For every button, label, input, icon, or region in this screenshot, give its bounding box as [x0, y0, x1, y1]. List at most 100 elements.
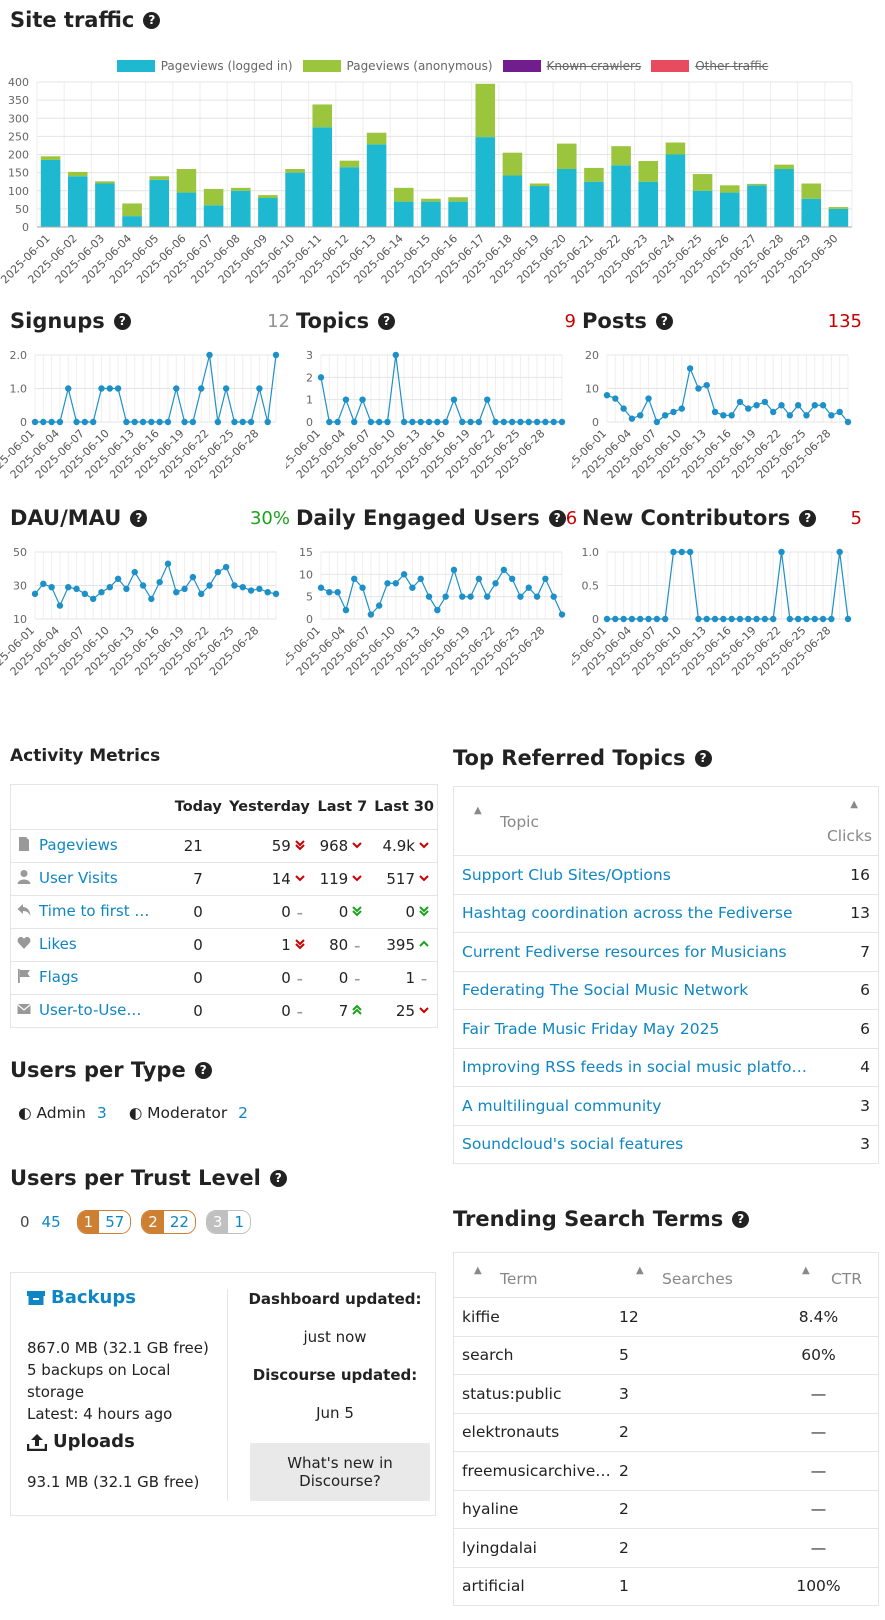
help-icon[interactable]: ? [655, 312, 673, 330]
backups-link[interactable]: Backups [27, 1287, 136, 1308]
metric-link[interactable]: Pageviews [39, 835, 118, 854]
mini-chart-title[interactable]: Posts [582, 309, 647, 333]
discourse-updated-label: Discourse updated: [252, 1366, 418, 1384]
data-point [695, 385, 702, 392]
help-icon[interactable]: ? [694, 749, 712, 767]
help-icon[interactable]: ? [194, 1061, 212, 1079]
metric-link[interactable]: User Visits [39, 868, 118, 887]
mini-chart-title[interactable]: DAU/MAU [10, 506, 122, 530]
user-type-admin[interactable]: ◐ Admin 3 [18, 1104, 107, 1122]
legend-item[interactable]: Pageviews (anonymous) [302, 59, 493, 73]
whats-new-button[interactable]: What's new in Discourse? [250, 1443, 430, 1501]
bar-segment [40, 159, 61, 227]
mini-chart-title[interactable]: Topics [296, 309, 370, 333]
data-point [550, 593, 557, 600]
data-point [206, 351, 213, 359]
trending-header: ▲ Term ▲ Searches ▲ CTR [454, 1253, 878, 1297]
search-term[interactable]: lyingdalai [462, 1538, 537, 1557]
sort-icon[interactable]: ▲ [474, 1265, 482, 1276]
data-point [342, 606, 350, 614]
help-icon[interactable]: ? [130, 509, 148, 527]
metric-link[interactable]: Flags [39, 967, 79, 986]
help-icon[interactable]: ? [143, 11, 161, 29]
trust-level-3[interactable]: 3 1 [205, 1210, 252, 1234]
referred-topic-link[interactable]: Improving RSS feeds in social music plat… [462, 1058, 812, 1077]
data-point [392, 580, 399, 587]
help-icon[interactable]: ? [799, 509, 817, 527]
trend-flat-icon: – [296, 905, 303, 920]
mini-chart-title[interactable]: Daily Engaged Users [296, 506, 540, 530]
trust-level-0[interactable]: 0 45 [14, 1210, 67, 1234]
search-term[interactable]: kiffie [462, 1307, 500, 1326]
trust-level-1[interactable]: 1 57 [76, 1210, 132, 1234]
data-point [803, 615, 810, 623]
referred-topic-link[interactable]: Current Fediverse resources for Musician… [462, 942, 787, 961]
data-point [425, 593, 433, 600]
col-topic[interactable]: Topic [500, 813, 539, 831]
referred-topic-link[interactable]: Federating The Social Music Network [462, 981, 749, 1000]
search-ctr: — [810, 1500, 827, 1519]
search-term[interactable]: elektronauts [462, 1423, 560, 1442]
legend-swatch [302, 60, 341, 72]
help-icon[interactable]: ? [548, 509, 566, 527]
mini-chart-heading: Signups? [10, 309, 131, 333]
sort-icon[interactable]: ▲ [802, 1265, 810, 1276]
bar-segment [149, 176, 170, 180]
help-icon[interactable]: ? [378, 312, 396, 330]
mini-chart-title[interactable]: New Contributors [582, 506, 791, 530]
bar-segment [611, 146, 631, 166]
bar-segment [366, 144, 387, 227]
data-point [670, 408, 677, 416]
referred-topic-link[interactable]: Support Club Sites/Options [462, 865, 671, 884]
metric-link[interactable]: Likes [39, 934, 77, 953]
help-icon[interactable]: ? [113, 312, 131, 330]
data-point [98, 385, 105, 392]
data-point [247, 418, 255, 426]
data-point [819, 402, 827, 409]
col-term[interactable]: Term [500, 1270, 538, 1288]
metric-link[interactable]: User-to-Use… [39, 1000, 142, 1019]
search-term[interactable]: hyaline [462, 1500, 519, 1519]
referred-topic-link[interactable]: Hashtag coordination across the Fedivers… [462, 904, 793, 923]
data-point [375, 418, 383, 426]
data-point [533, 593, 541, 600]
sort-icon[interactable]: ▲ [850, 799, 858, 810]
shield-icon: ◐ [18, 1104, 32, 1122]
bar-segment [230, 187, 251, 191]
data-point [206, 582, 213, 589]
data-point [661, 615, 669, 623]
sort-icon[interactable]: ▲ [636, 1265, 644, 1276]
sort-icon[interactable]: ▲ [474, 805, 482, 816]
metric-link[interactable]: Time to first … [39, 901, 150, 920]
data-point [56, 418, 64, 426]
legend-item[interactable]: Pageviews (logged in) [116, 59, 293, 73]
help-icon[interactable]: ? [269, 1169, 287, 1187]
referred-clicks: 6 [860, 1019, 870, 1038]
legend-item[interactable]: Other traffic [651, 59, 768, 73]
legend-item[interactable]: Known crawlers [502, 59, 641, 73]
trust-level-2[interactable]: 2 22 [141, 1210, 196, 1234]
search-term[interactable]: artificial [462, 1577, 525, 1596]
col-ctr[interactable]: CTR [830, 1270, 862, 1288]
col-searches[interactable]: Searches [662, 1270, 733, 1288]
activity-row: User-to-Use… 0 0–7 25 [11, 993, 437, 1027]
mini-chart-title[interactable]: Signups [10, 309, 105, 333]
col-clicks[interactable]: Clicks [826, 827, 872, 845]
referred-topic-link[interactable]: A multilingual community [462, 1096, 662, 1115]
data-point [736, 615, 744, 623]
bar-segment [665, 142, 686, 155]
data-point [326, 418, 333, 426]
data-point [778, 548, 785, 556]
referred-topic-link[interactable]: Fair Trade Music Friday May 2025 [462, 1019, 720, 1038]
help-icon[interactable]: ? [732, 1210, 750, 1228]
col-last7: Last 7 [317, 798, 368, 815]
activity-row: User Visits 7 14 119 517 [11, 861, 437, 895]
shield-icon: ◐ [128, 1104, 143, 1122]
search-term[interactable]: search [462, 1346, 514, 1365]
search-term[interactable]: status:public [462, 1384, 562, 1403]
user-type-moderator[interactable]: ◐ Moderator 2 [128, 1104, 249, 1122]
data-point [500, 566, 508, 574]
search-term[interactable]: freemusicarchive… [462, 1461, 611, 1480]
referred-topic-link[interactable]: Soundcloud's social features [462, 1135, 684, 1154]
data-point [48, 583, 55, 591]
